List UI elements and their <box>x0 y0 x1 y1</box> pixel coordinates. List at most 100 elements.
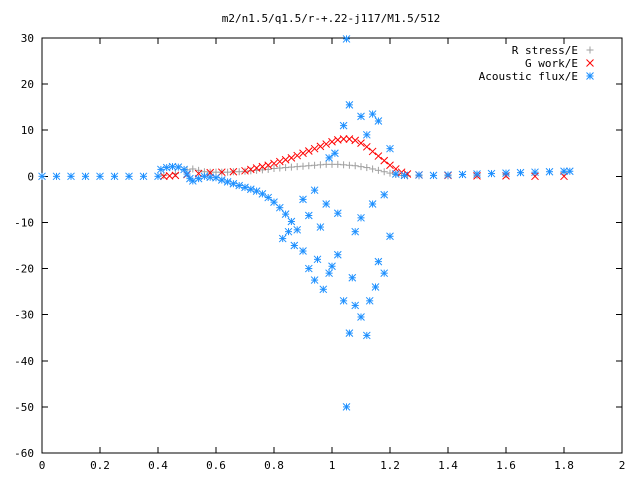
legend-marker <box>586 46 594 54</box>
chart-title: m2/n1.5/q1.5/r-+.22-j117/M1.5/512 <box>222 12 441 25</box>
y-tick-label: -30 <box>14 309 34 322</box>
data-point <box>386 169 394 177</box>
data-point <box>325 154 333 162</box>
data-point <box>545 167 554 176</box>
data-point <box>310 144 319 153</box>
series-acoustic-flux-e <box>38 35 574 411</box>
x-tick-label: 1.2 <box>380 459 400 472</box>
data-point <box>293 151 302 160</box>
data-point <box>322 140 331 148</box>
plot-frame <box>41 37 623 454</box>
data-point <box>287 217 296 226</box>
data-point <box>160 171 168 179</box>
y-tick-label: -50 <box>14 401 34 414</box>
x-tick-label: 2 <box>619 459 626 472</box>
y-tick-label: -40 <box>14 355 34 368</box>
y-tick-label: -10 <box>14 216 34 229</box>
data-point <box>386 232 394 241</box>
data-point <box>252 164 261 172</box>
data-point <box>275 157 284 166</box>
data-point <box>67 172 75 181</box>
data-point <box>52 172 61 181</box>
data-point <box>281 210 290 218</box>
data-point <box>139 172 148 181</box>
series-layer <box>38 35 574 411</box>
data-point <box>217 176 226 184</box>
data-point <box>362 331 371 340</box>
data-point <box>339 121 348 130</box>
data-point <box>531 168 539 177</box>
data-point <box>371 283 380 291</box>
x-tick-label: 0.4 <box>148 459 168 472</box>
data-point <box>223 178 232 186</box>
y-tick-label: 10 <box>21 124 34 137</box>
data-point <box>339 296 348 305</box>
data-point <box>357 112 365 121</box>
data-point <box>368 200 377 208</box>
x-tick-label: 1.6 <box>496 459 516 472</box>
data-point <box>299 247 307 255</box>
data-point <box>357 213 365 222</box>
data-point <box>264 161 273 170</box>
data-point <box>345 135 354 143</box>
y-axis: -60 -50 -40 -30 -20 -10 0 10 20 30 <box>14 32 622 460</box>
data-point <box>380 269 389 278</box>
data-point <box>363 164 371 172</box>
data-point <box>229 179 238 188</box>
data-point <box>258 190 267 198</box>
x-tick-label: 1.8 <box>554 459 574 472</box>
data-point <box>357 163 365 171</box>
data-point <box>348 273 357 282</box>
data-point <box>110 172 119 181</box>
data-point <box>357 139 365 147</box>
x-tick-label: 1 <box>329 459 336 472</box>
data-point <box>374 117 383 125</box>
data-point <box>125 172 133 181</box>
data-point <box>96 172 104 181</box>
y-tick-label: -60 <box>14 447 34 460</box>
legend-label: G work/E <box>525 57 578 70</box>
data-point <box>325 269 333 278</box>
data-point <box>194 174 203 183</box>
data-point <box>287 154 296 162</box>
data-point <box>241 183 249 192</box>
data-point <box>516 168 525 177</box>
y-tick-label: -20 <box>14 263 34 276</box>
data-point <box>319 285 328 294</box>
data-point <box>374 257 383 266</box>
data-point <box>368 110 377 118</box>
data-point <box>345 329 354 337</box>
data-point <box>310 276 319 284</box>
x-tick-label: 1.4 <box>438 459 458 472</box>
data-point <box>304 264 313 273</box>
data-point <box>278 234 287 243</box>
data-point <box>264 193 273 202</box>
data-point <box>429 171 438 180</box>
data-point <box>275 203 284 212</box>
data-point <box>316 223 325 231</box>
data-point <box>342 403 351 411</box>
data-point <box>229 167 238 176</box>
y-tick-label: 0 <box>27 170 34 183</box>
legend-label: R stress/E <box>512 44 578 57</box>
data-point <box>369 165 377 173</box>
x-tick-label: 0 <box>39 459 46 472</box>
data-point <box>333 209 342 218</box>
data-point <box>351 301 360 310</box>
data-point <box>246 185 255 194</box>
data-point <box>333 250 342 259</box>
data-point <box>380 156 389 165</box>
data-point <box>38 172 46 181</box>
data-point <box>290 241 299 250</box>
legend-marker <box>586 72 594 80</box>
data-point <box>299 195 307 204</box>
data-point <box>270 159 278 168</box>
data-point <box>380 190 389 199</box>
data-point <box>391 170 400 178</box>
data-point <box>444 171 452 179</box>
data-point <box>362 130 371 139</box>
x-axis: 0 0.2 0.4 0.6 0.8 1 1.2 1.4 1.6 1.8 2 <box>39 38 626 472</box>
data-point <box>502 169 510 177</box>
x-tick-label: 0.2 <box>90 459 110 472</box>
